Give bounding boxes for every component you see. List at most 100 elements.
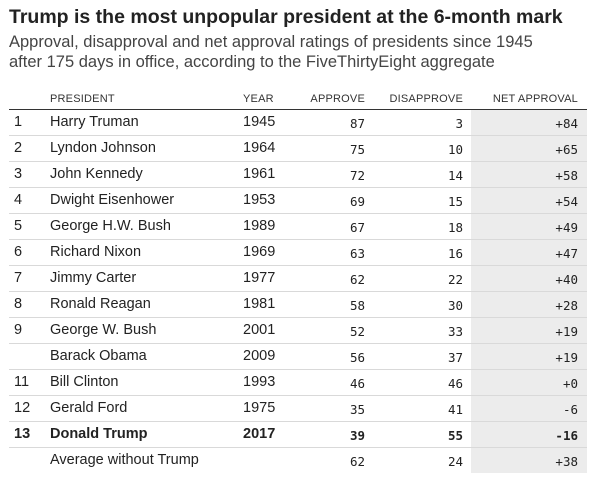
table-row: 8 Ronald Reagan 1981 58 30 +28 (9, 292, 587, 318)
table-row: Average without Trump 62 24 +38 (9, 448, 587, 473)
year-cell: 2001 (243, 322, 276, 338)
disapprove-cell: 46 (447, 376, 463, 391)
net-approval-shading (471, 422, 587, 447)
header-net-approval: NET APPROVAL (492, 93, 578, 105)
net-approval-shading (471, 188, 587, 213)
table-row: 12 Gerald Ford 1975 35 41 -6 (9, 396, 587, 422)
net-approval-shading (471, 162, 587, 187)
disapprove-cell: 30 (447, 298, 463, 313)
table-row: 7 Jimmy Carter 1977 62 22 +40 (9, 266, 587, 292)
disapprove-cell: 16 (447, 246, 463, 261)
header-approve: APPROVE (310, 93, 365, 105)
table-body: 1 Harry Truman 1945 87 3 +84 2 Lyndon Johnson 19… (9, 110, 587, 473)
chart-title: Trump is the most unpopular president at… (9, 6, 563, 28)
disapprove-cell: 10 (447, 142, 463, 157)
approve-cell: 35 (349, 402, 365, 417)
approve-cell: 39 (349, 428, 365, 443)
year-cell: 1969 (243, 244, 276, 260)
table-header: PRESIDENT YEAR APPROVE DISAPPROVE NET AP… (9, 90, 587, 110)
approval-table: PRESIDENT YEAR APPROVE DISAPPROVE NET AP… (9, 90, 587, 473)
rank-cell: 8 (14, 296, 23, 312)
president-cell: Jimmy Carter (50, 270, 137, 286)
disapprove-cell: 24 (447, 454, 463, 469)
disapprove-cell: 15 (447, 194, 463, 209)
rank-cell: 2 (14, 140, 23, 156)
table-row: 1 Harry Truman 1945 87 3 +84 (9, 110, 587, 136)
year-cell: 1981 (243, 296, 276, 312)
disapprove-cell: 22 (447, 272, 463, 287)
president-cell: Lyndon Johnson (50, 140, 156, 156)
disapprove-cell: 37 (447, 350, 463, 365)
approve-cell: 46 (349, 376, 365, 391)
net-approval-shading (471, 448, 587, 473)
table-row: 5 George H.W. Bush 1989 67 18 +49 (9, 214, 587, 240)
net-approval-cell: +40 (555, 272, 578, 287)
approve-cell: 72 (349, 168, 365, 183)
disapprove-cell: 33 (447, 324, 463, 339)
net-approval-shading (471, 396, 587, 421)
approve-cell: 87 (349, 116, 365, 131)
disapprove-cell: 55 (447, 428, 463, 443)
president-cell: John Kennedy (50, 166, 143, 182)
year-cell: 1945 (243, 114, 276, 130)
net-approval-cell: -6 (562, 402, 578, 417)
table-row: 3 John Kennedy 1961 72 14 +58 (9, 162, 587, 188)
rank-cell: 1 (14, 114, 23, 130)
year-cell: 1975 (243, 400, 276, 416)
net-approval-cell: +38 (555, 454, 578, 469)
year-cell: 1989 (243, 218, 276, 234)
net-approval-cell: +49 (555, 220, 578, 235)
net-approval-shading (471, 292, 587, 317)
president-cell: Barack Obama (50, 348, 147, 364)
table-row: 2 Lyndon Johnson 1964 75 10 +65 (9, 136, 587, 162)
year-cell: 2009 (243, 348, 276, 364)
net-approval-cell: +47 (555, 246, 578, 261)
disapprove-cell: 3 (455, 116, 463, 131)
net-approval-cell: +84 (555, 116, 578, 131)
approve-cell: 62 (349, 454, 365, 469)
rank-cell: 6 (14, 244, 23, 260)
table-row: 13 Donald Trump 2017 39 55 -16 (9, 422, 587, 448)
net-approval-cell: +19 (555, 324, 578, 339)
net-approval-shading (471, 370, 587, 395)
table-row: Barack Obama 2009 56 37 +19 (9, 344, 587, 370)
rank-cell: 13 (14, 426, 31, 442)
subtitle-line-1: Approval, disapproval and net approval r… (9, 33, 533, 51)
president-cell: Dwight Eisenhower (50, 192, 175, 208)
rank-cell: 3 (14, 166, 23, 182)
net-approval-cell: -16 (555, 428, 578, 443)
president-cell: Donald Trump (50, 426, 148, 442)
approve-cell: 69 (349, 194, 365, 209)
president-cell: Richard Nixon (50, 244, 142, 260)
approve-cell: 63 (349, 246, 365, 261)
net-approval-shading (471, 136, 587, 161)
disapprove-cell: 41 (447, 402, 463, 417)
net-approval-cell: +54 (555, 194, 578, 209)
disapprove-cell: 14 (447, 168, 463, 183)
subtitle-line-2: after 175 days in office, according to t… (9, 53, 495, 71)
year-cell: 1961 (243, 166, 276, 182)
table-row: 9 George W. Bush 2001 52 33 +19 (9, 318, 587, 344)
year-cell: 1977 (243, 270, 276, 286)
rank-cell: 7 (14, 270, 23, 286)
net-approval-cell: +65 (555, 142, 578, 157)
disapprove-cell: 18 (447, 220, 463, 235)
net-approval-shading (471, 214, 587, 239)
table-row: 6 Richard Nixon 1969 63 16 +47 (9, 240, 587, 266)
net-approval-shading (471, 344, 587, 369)
net-approval-cell: +0 (562, 376, 578, 391)
net-approval-shading (471, 110, 587, 135)
rank-cell: 5 (14, 218, 23, 234)
president-cell: Average without Trump (50, 452, 199, 468)
president-cell: George W. Bush (50, 322, 157, 338)
rank-cell: 11 (14, 374, 30, 390)
header-president: PRESIDENT (50, 93, 115, 105)
net-approval-cell: +58 (555, 168, 578, 183)
year-cell: 1964 (243, 140, 276, 156)
rank-cell: 4 (14, 192, 23, 208)
rank-cell: 12 (14, 400, 31, 416)
header-year: YEAR (243, 93, 274, 105)
approve-cell: 56 (349, 350, 365, 365)
year-cell: 2017 (243, 426, 276, 442)
net-approval-shading (471, 318, 587, 343)
